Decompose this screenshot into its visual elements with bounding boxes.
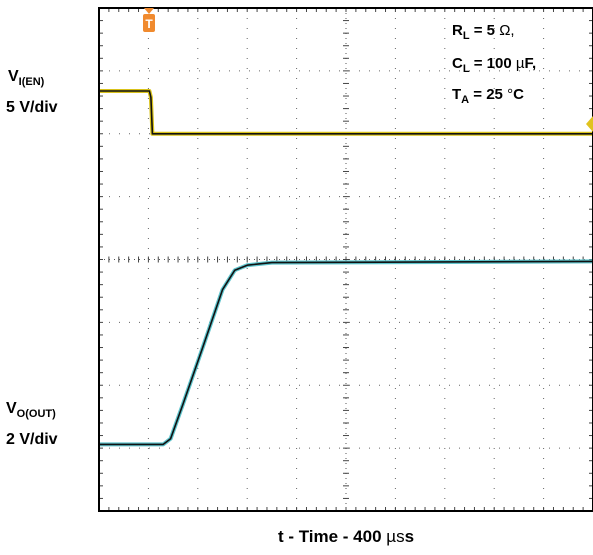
trace-layer bbox=[99, 89, 593, 447]
condition-ta-symbol: T bbox=[452, 86, 462, 103]
condition-rl-symbol: R bbox=[452, 22, 463, 39]
x-axis-label-unit: µs bbox=[386, 527, 405, 546]
condition-rl-value: = 5 bbox=[469, 22, 500, 39]
channel-1-name: VI(EN) bbox=[6, 68, 98, 91]
channel-1-name-sub: I(EN) bbox=[18, 76, 45, 88]
plot-frame bbox=[98, 7, 593, 512]
channel-2-label: VO(OUT) 2 V/div bbox=[6, 400, 98, 449]
condition-ta-unit: ° bbox=[507, 86, 514, 103]
condition-ta: TA = 25 °C bbox=[452, 86, 524, 109]
condition-cl: CL = 100 µF, bbox=[452, 55, 536, 78]
trigger-arrow-icon bbox=[144, 8, 154, 14]
x-axis-label-text: t - Time - 400 bbox=[277, 527, 387, 546]
condition-cl-unit: µ bbox=[515, 55, 525, 72]
channel-1-name-main: V bbox=[8, 68, 19, 85]
channel-2-name-main: V bbox=[6, 400, 17, 417]
trigger-box bbox=[143, 14, 155, 32]
channel-2-scale: 2 V/div bbox=[6, 431, 58, 448]
x-axis-label: t - Time - 400 µss bbox=[277, 527, 415, 546]
condition-ta-value: = 25 bbox=[469, 86, 508, 103]
trigger-marker: T bbox=[143, 8, 155, 32]
condition-cl-tail: F, bbox=[524, 55, 537, 72]
condition-rl-unit: Ω, bbox=[499, 22, 515, 39]
channel-1-trace bbox=[99, 90, 593, 135]
condition-cl-value: = 100 bbox=[469, 55, 516, 72]
channel-1-scale: 5 V/div bbox=[6, 99, 58, 116]
channel-1-level-marker-icon bbox=[586, 116, 593, 132]
condition-cl-sub: L bbox=[462, 63, 470, 75]
channel-2-trace bbox=[99, 260, 593, 446]
channel-2-name-sub: O(OUT) bbox=[16, 408, 56, 420]
condition-ta-sub: A bbox=[461, 94, 470, 106]
channel-1-label: VI(EN) 5 V/div bbox=[6, 68, 98, 117]
condition-rl-sub: L bbox=[462, 30, 470, 42]
channel-2-name: VO(OUT) bbox=[6, 400, 98, 423]
trigger-letter: T bbox=[145, 17, 153, 31]
condition-cl-symbol: C bbox=[452, 55, 463, 72]
condition-ta-tail: C bbox=[513, 86, 524, 103]
condition-rl: RL = 5 Ω, bbox=[452, 22, 515, 45]
